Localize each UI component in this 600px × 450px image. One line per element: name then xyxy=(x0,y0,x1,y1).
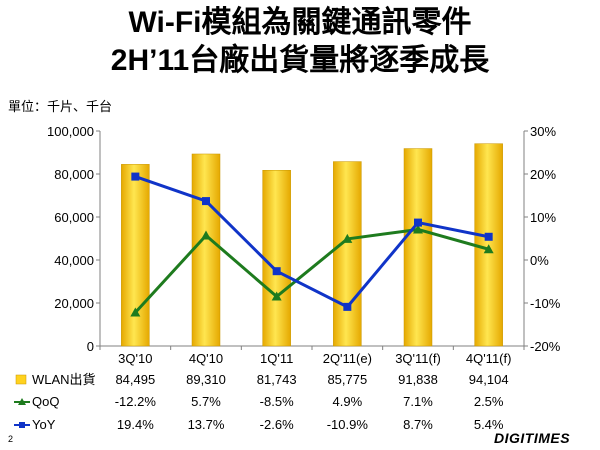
legend-label: YoY xyxy=(32,417,56,432)
point xyxy=(343,302,352,311)
point xyxy=(201,230,211,240)
x-tick-label: 4Q'10 xyxy=(189,351,223,366)
x-tick-label: 3Q'10 xyxy=(118,351,152,366)
right-tick-label: 10% xyxy=(530,210,556,225)
x-tick-label: 1Q'11 xyxy=(260,351,293,366)
data-label: 91,838 xyxy=(398,372,438,387)
data-label: 84,495 xyxy=(115,372,155,387)
unit-label: 單位：千片、千台 xyxy=(8,99,113,114)
right-tick-label: 30% xyxy=(530,124,556,139)
data-label: -10.9% xyxy=(327,417,369,432)
data-label: 81,743 xyxy=(257,372,297,387)
data-label: 85,775 xyxy=(327,372,367,387)
data-label: 5.7% xyxy=(191,394,221,409)
bar xyxy=(191,153,221,347)
right-tick-label: 20% xyxy=(530,167,556,182)
left-tick-label: 100,000 xyxy=(47,124,94,139)
x-tick-label: 2Q'11(e) xyxy=(323,351,372,366)
left-tick-label: 60,000 xyxy=(54,210,94,225)
data-label: -12.2% xyxy=(115,394,157,409)
data-label: 94,104 xyxy=(469,372,509,387)
bar xyxy=(333,161,362,347)
left-tick-label: 20,000 xyxy=(54,296,94,311)
data-label: 8.7% xyxy=(403,417,433,432)
title-line-1: Wi-Fi模組為關鍵通訊零件 xyxy=(128,6,472,39)
x-tick-label: 4Q'11(f) xyxy=(466,351,512,366)
data-label: 13.7% xyxy=(188,417,225,432)
left-tick-label: 80,000 xyxy=(54,167,94,182)
legend-key-marker xyxy=(18,398,26,405)
point xyxy=(272,267,281,276)
series-line-yoy xyxy=(134,175,489,309)
point xyxy=(413,224,423,234)
bar xyxy=(121,164,150,347)
point xyxy=(130,307,141,317)
brand-logo: DIGITIMES xyxy=(494,430,571,446)
x-tick-label: 3Q'11(f) xyxy=(395,351,441,366)
point xyxy=(271,291,282,301)
title-line-2: 2H’11台廠出貨量將逐季成長 xyxy=(110,44,490,77)
bar xyxy=(262,170,291,347)
data-label: 4.9% xyxy=(333,394,363,409)
data-label: 89,310 xyxy=(186,372,226,387)
legend-label: WLAN出貨 xyxy=(32,372,96,387)
point xyxy=(414,218,422,227)
left-tick-label: 0 xyxy=(87,339,94,354)
legend-key-marker xyxy=(19,422,25,428)
left-tick-label: 40,000 xyxy=(54,253,94,268)
data-label: -2.6% xyxy=(260,417,294,432)
point xyxy=(484,232,493,241)
data-label: 2.5% xyxy=(474,394,504,409)
page-number: 2 xyxy=(8,434,14,444)
data-label: 19.4% xyxy=(117,417,154,432)
right-tick-label: -20% xyxy=(530,339,561,354)
series-line-qoq xyxy=(134,227,490,314)
right-tick-label: 0% xyxy=(530,253,549,268)
bar xyxy=(403,148,433,347)
right-tick-label: -10% xyxy=(530,296,561,311)
point xyxy=(483,244,494,254)
legend-label: QoQ xyxy=(32,394,59,409)
data-label: 7.1% xyxy=(403,394,433,409)
data-label: -8.5% xyxy=(260,394,294,409)
point xyxy=(202,197,210,206)
data-label: 5.4% xyxy=(474,417,504,432)
point xyxy=(342,233,353,243)
legend-key-bar xyxy=(15,374,27,385)
point xyxy=(131,172,140,181)
